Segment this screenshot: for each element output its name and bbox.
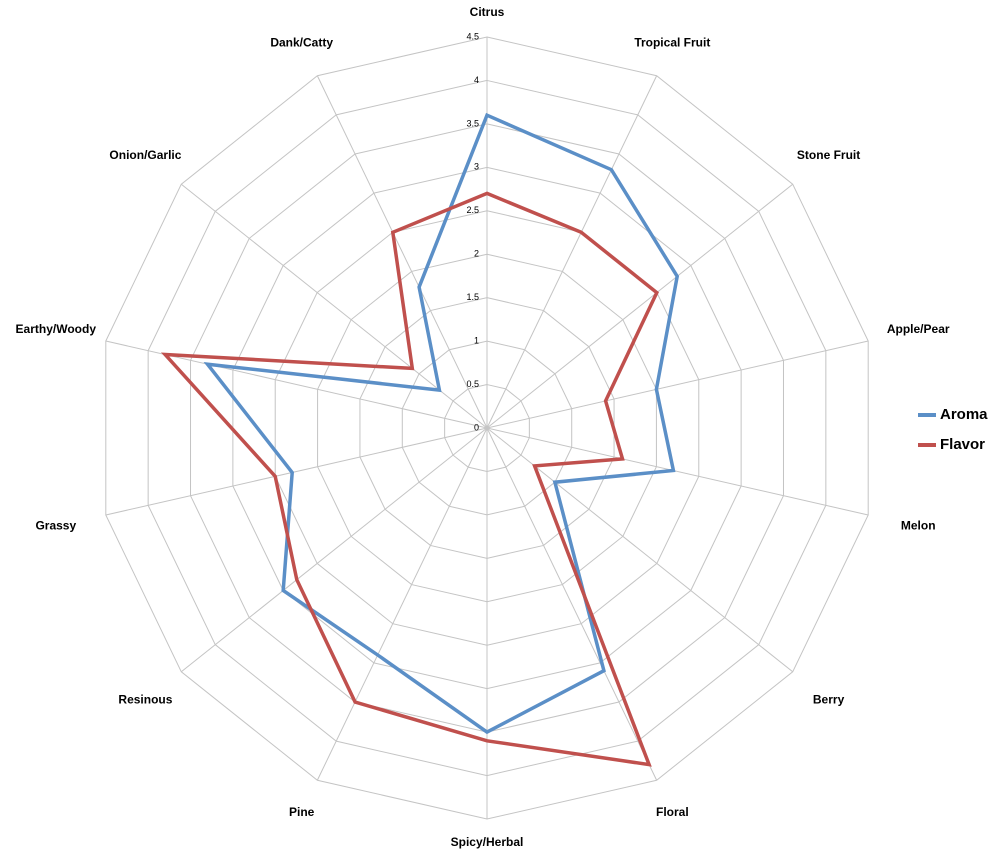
category-label: Stone Fruit [797, 148, 860, 162]
tick-label: 0 [474, 422, 479, 432]
spoke [486, 75, 658, 429]
legend-label: Aroma [940, 406, 988, 423]
category-label: Apple/Pear [887, 322, 950, 336]
tick-label: 1.5 [466, 292, 479, 302]
tick-label: 3.5 [466, 118, 479, 128]
spoke [316, 427, 488, 781]
category-label: Onion/Garlic [109, 148, 181, 162]
spoke [105, 427, 488, 516]
spoke [486, 183, 794, 429]
category-label: Floral [656, 805, 689, 819]
tick-label: 2.5 [466, 205, 479, 215]
category-label: Dank/Catty [270, 35, 333, 49]
category-label: Pine [289, 805, 315, 819]
tick-label: 2 [474, 249, 479, 259]
category-label: Spicy/Herbal [451, 835, 524, 849]
category-label: Melon [901, 519, 936, 533]
tick-label: 4 [474, 75, 479, 85]
spoke [180, 183, 488, 429]
spoke [486, 427, 658, 781]
legend-label: Flavor [940, 436, 985, 453]
category-label: Earthy/Woody [16, 322, 97, 336]
tick-label: 1 [474, 335, 479, 345]
series-line [203, 112, 680, 735]
series-line [160, 191, 659, 767]
tick-label: 4.5 [466, 31, 479, 41]
tick-label: 3 [474, 162, 479, 172]
spoke [180, 427, 488, 673]
spoke [486, 340, 869, 429]
spoke [316, 75, 488, 429]
tick-label: 0.5 [466, 379, 479, 389]
category-label: Citrus [470, 5, 505, 19]
category-label: Berry [813, 693, 845, 707]
category-label: Grassy [35, 519, 76, 533]
category-label: Resinous [118, 693, 172, 707]
category-label: Tropical Fruit [634, 35, 710, 49]
spoke [486, 427, 869, 516]
spoke [486, 427, 794, 673]
